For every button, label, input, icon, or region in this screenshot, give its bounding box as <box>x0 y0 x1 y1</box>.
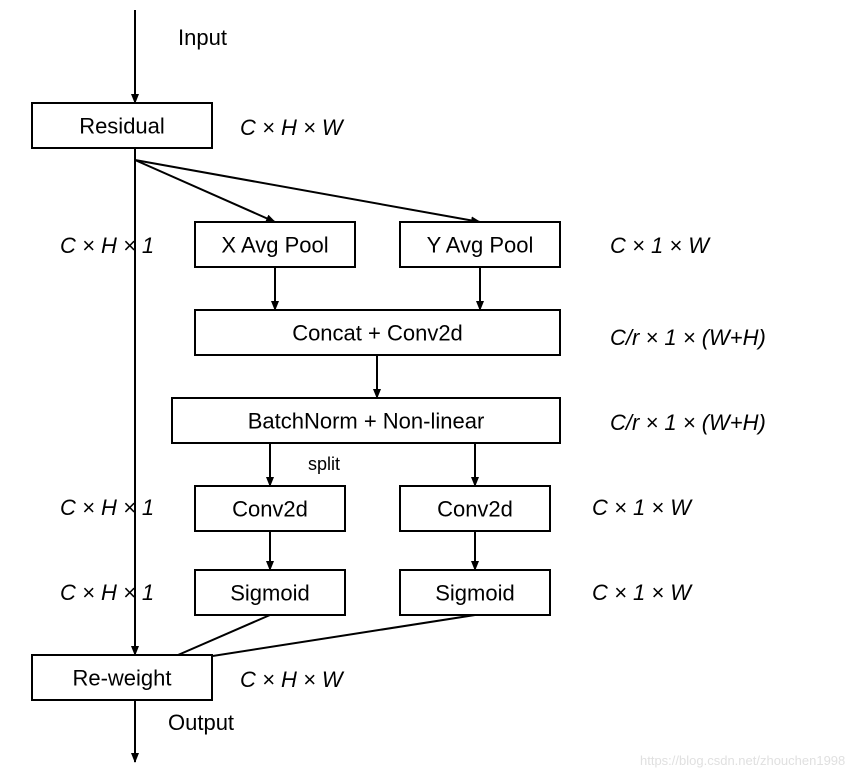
arrow-4 <box>135 160 480 222</box>
input-label: Input <box>178 25 227 50</box>
dim-d8: C × H × 1 <box>60 580 154 605</box>
dim-d1: C × H × W <box>240 115 345 140</box>
arrow-3 <box>135 160 275 222</box>
dim-d9: C × 1 × W <box>592 580 693 605</box>
node-reweight-label: Re-weight <box>72 666 171 691</box>
flowchart: Residual X Avg Pool Y Avg Pool Concat + Con… <box>0 0 855 772</box>
node-residual-label: Residual <box>79 114 165 139</box>
dim-d10: C × H × W <box>240 667 345 692</box>
split-label: split <box>308 454 340 474</box>
node-conv_l-label: Conv2d <box>232 497 308 522</box>
dim-d5: C/r × 1 × (W+H) <box>610 410 766 435</box>
watermark: https://blog.csdn.net/zhouchen1998 <box>640 753 845 768</box>
node-concat-label: Concat + Conv2d <box>292 321 463 346</box>
node-sig_r-label: Sigmoid <box>435 581 514 606</box>
dim-d2: C × H × 1 <box>60 233 154 258</box>
node-conv_r-label: Conv2d <box>437 497 513 522</box>
dim-d7: C × 1 × W <box>592 495 693 520</box>
node-bn-label: BatchNorm + Non-linear <box>248 409 485 434</box>
dim-d4: C/r × 1 × (W+H) <box>610 325 766 350</box>
node-xavg-label: X Avg Pool <box>221 233 328 258</box>
output-label: Output <box>168 710 234 735</box>
dim-d3: C × 1 × W <box>610 233 711 258</box>
dim-d6: C × H × 1 <box>60 495 154 520</box>
node-yavg-label: Y Avg Pool <box>427 233 534 258</box>
node-sig_l-label: Sigmoid <box>230 581 309 606</box>
boxes-group: Residual X Avg Pool Y Avg Pool Concat + Con… <box>32 103 560 700</box>
